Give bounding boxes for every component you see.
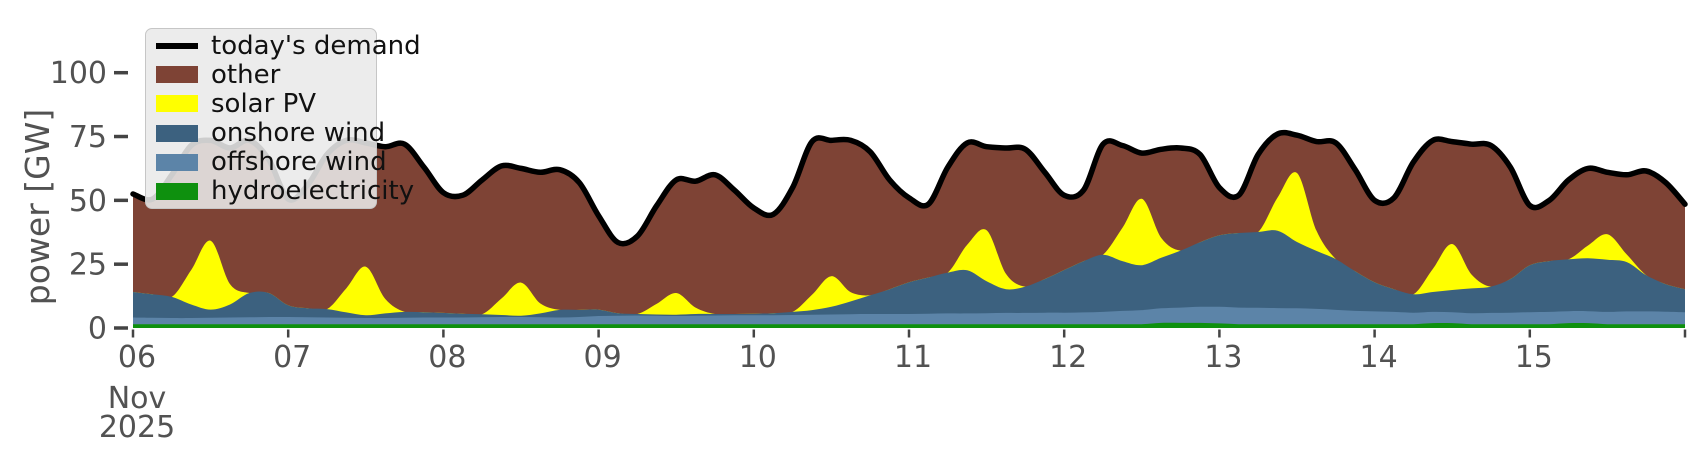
legend-item: onshore wind bbox=[156, 119, 385, 148]
legend-item: other bbox=[156, 60, 376, 89]
legend-label: solar PV bbox=[211, 88, 317, 119]
y-axis-label: power [GW] bbox=[18, 108, 57, 306]
x-tick-label: 08 bbox=[428, 340, 466, 375]
legend-swatch-hydroelectricity bbox=[156, 182, 198, 200]
area-onshore-wind bbox=[133, 230, 1685, 328]
legend-swatch-solar-pv bbox=[156, 95, 198, 113]
y-tick-label: 25 bbox=[69, 248, 107, 283]
x-tick-label: 07 bbox=[273, 340, 311, 375]
legend-item: hydroelectricity bbox=[156, 177, 414, 206]
legend-swatch-today-s-demand bbox=[156, 42, 198, 49]
legend-swatch-offshore-wind bbox=[156, 153, 198, 171]
x-tick-label: 11 bbox=[894, 340, 932, 375]
legend-item: today's demand bbox=[156, 31, 421, 60]
x-tick-label: 09 bbox=[584, 340, 622, 375]
legend-item: offshore wind bbox=[156, 148, 387, 177]
y-tick-label: 50 bbox=[69, 184, 107, 219]
x-tick-label: 10 bbox=[739, 340, 777, 375]
y-tick-label: 75 bbox=[69, 120, 107, 155]
x-axis-month-label: Nov bbox=[107, 381, 167, 416]
legend-label: hydroelectricity bbox=[211, 176, 415, 207]
x-tick-label: 14 bbox=[1360, 340, 1398, 375]
area-hydroelectricity bbox=[133, 322, 1685, 328]
legend-item: solar PV bbox=[156, 89, 376, 118]
legend-label: onshore wind bbox=[211, 118, 386, 149]
x-axis-year-label: 2025 bbox=[98, 410, 176, 445]
area-offshore-wind bbox=[133, 306, 1685, 328]
legend-swatch-onshore-wind bbox=[156, 124, 198, 142]
legend-label: today's demand bbox=[211, 30, 421, 61]
x-tick-label: 12 bbox=[1049, 340, 1087, 375]
x-tick-label: 06 bbox=[118, 340, 156, 375]
legend: today's demand other solar PV onshore wind o… bbox=[145, 28, 421, 209]
demand-line bbox=[130, 129, 1688, 247]
x-tick-label: 15 bbox=[1515, 340, 1553, 375]
y-tick-label: 0 bbox=[88, 312, 107, 347]
legend-label: offshore wind bbox=[211, 147, 387, 178]
x-tick-label: 13 bbox=[1204, 340, 1242, 375]
legend-label: other bbox=[211, 59, 281, 90]
legend-swatch-other bbox=[156, 66, 198, 84]
y-tick-label: 100 bbox=[50, 56, 107, 91]
